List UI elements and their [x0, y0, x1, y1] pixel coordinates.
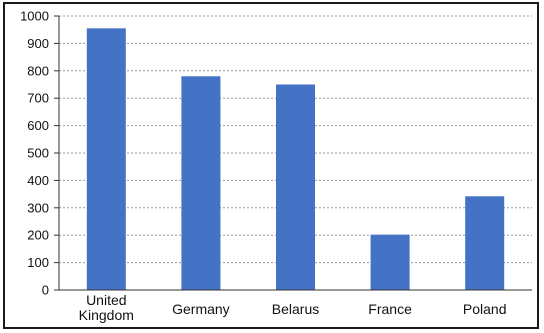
- x-axis: United Kingdom Germany Belarus France Poland: [59, 289, 532, 323]
- x-tick-label-united-kingdom: United Kingdom: [79, 292, 134, 323]
- y-tick-label-100: 100: [27, 255, 49, 270]
- bar-germany: [181, 76, 221, 290]
- y-axis: 0 100 200 300 400 500 600 700 800 900 1000: [20, 9, 60, 298]
- x-tick-label-poland: Poland: [463, 301, 507, 317]
- y-tick-label-600: 600: [27, 118, 49, 133]
- bar-belarus: [276, 84, 315, 290]
- y-tick-label-0: 0: [42, 283, 49, 298]
- x-tick-label-belarus: Belarus: [272, 301, 319, 317]
- x-tick-label-germany: Germany: [172, 301, 230, 317]
- bar-united-kingdom: [86, 28, 126, 291]
- y-tick-label-800: 800: [27, 63, 49, 78]
- x-tick-label-france: France: [368, 301, 412, 317]
- y-tick-label-1000: 1000: [20, 9, 49, 24]
- bar-france: [370, 234, 410, 290]
- y-tick-label-700: 700: [27, 91, 49, 106]
- y-tick-label-500: 500: [27, 146, 49, 161]
- y-tick-label-400: 400: [27, 173, 49, 188]
- bars: [86, 28, 505, 291]
- y-tick-label-300: 300: [27, 200, 49, 215]
- y-tick-label-900: 900: [27, 36, 49, 51]
- bar-poland: [465, 196, 505, 290]
- y-tick-label-200: 200: [27, 228, 49, 243]
